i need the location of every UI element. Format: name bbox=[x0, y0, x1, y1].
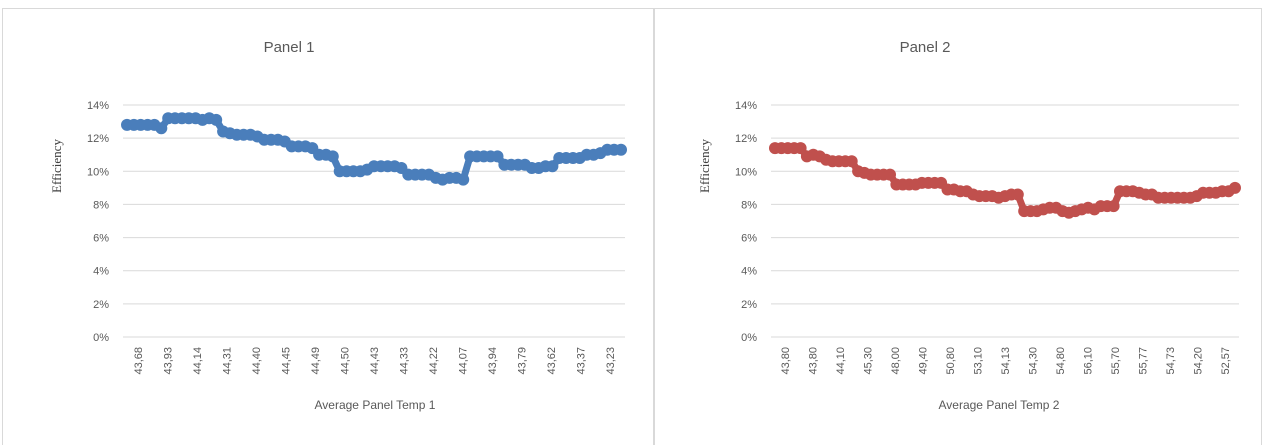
x-tick-label: 44,07 bbox=[458, 347, 470, 375]
chart-title: Panel 2 bbox=[900, 39, 951, 56]
y-tick-labels: 0% 2% 4% 6% 8% 10% 12% 14% bbox=[87, 100, 109, 344]
data-point bbox=[326, 150, 339, 163]
x-axis-label: Average Panel Temp 1 bbox=[315, 398, 436, 412]
x-tick-label: 43,79 bbox=[517, 347, 529, 375]
y-tick-label: 0% bbox=[741, 332, 757, 344]
x-tick-label: 53,10 bbox=[972, 347, 984, 375]
x-tick-label: 55,77 bbox=[1138, 347, 1150, 375]
y-tick-label: 2% bbox=[93, 299, 109, 311]
x-tick-label: 44,22 bbox=[428, 347, 440, 375]
x-tick-label: 44,49 bbox=[310, 347, 322, 375]
x-tick-label: 44,40 bbox=[251, 347, 263, 375]
x-tick-label: 49,40 bbox=[917, 347, 929, 375]
x-tick-label: 54,80 bbox=[1055, 347, 1067, 375]
x-tick-label: 43,80 bbox=[780, 347, 792, 375]
x-tick-label: 54,20 bbox=[1193, 347, 1205, 375]
y-tick-label: 10% bbox=[735, 166, 757, 178]
y-axis-label: Efficiency bbox=[49, 139, 64, 193]
y-axis-label: Efficiency bbox=[697, 139, 712, 193]
y-tick-label: 0% bbox=[93, 332, 109, 344]
data-point bbox=[1107, 200, 1120, 213]
gridlines bbox=[123, 104, 625, 338]
data-point bbox=[1229, 181, 1241, 194]
chart-panel-2: Panel 2 Efficiency Average Panel Temp 2 … bbox=[654, 8, 1262, 445]
y-tick-label: 6% bbox=[741, 233, 757, 245]
y-tick-label: 4% bbox=[93, 266, 109, 278]
data-point bbox=[794, 142, 807, 155]
y-tick-label: 12% bbox=[87, 133, 109, 145]
data-point bbox=[615, 143, 627, 156]
x-tick-label: 56,10 bbox=[1083, 347, 1095, 375]
chart-panel-1: Panel 1 Efficiency Average Panel Temp 1 … bbox=[2, 8, 654, 445]
x-tick-label: 43,62 bbox=[546, 347, 558, 375]
y-tick-label: 2% bbox=[741, 299, 757, 311]
data-point bbox=[155, 122, 168, 135]
data-point bbox=[845, 155, 858, 168]
x-tick-label: 44,45 bbox=[280, 347, 292, 375]
y-tick-label: 14% bbox=[87, 100, 109, 112]
y-tick-labels: 0% 2% 4% 6% 8% 10% 12% 14% bbox=[735, 100, 757, 344]
data-point bbox=[546, 160, 559, 173]
data-point bbox=[457, 173, 470, 186]
y-tick-label: 4% bbox=[741, 266, 757, 278]
x-tick-label: 44,31 bbox=[221, 347, 233, 375]
chart-svg-panel-1: Panel 1 Efficiency Average Panel Temp 1 … bbox=[49, 39, 627, 412]
x-tick-label: 44,33 bbox=[399, 347, 411, 375]
x-tick-labels: 43,68 43,93 44,14 44,31 44,40 44,45 44,49 44,50… bbox=[133, 347, 617, 375]
gridlines bbox=[771, 104, 1239, 338]
x-tick-label: 44,50 bbox=[339, 347, 351, 375]
x-tick-label: 55,70 bbox=[1110, 347, 1122, 375]
x-tick-label: 52,57 bbox=[1220, 347, 1232, 375]
data-point bbox=[210, 113, 223, 126]
x-tick-label: 48,00 bbox=[890, 347, 902, 375]
data-point bbox=[884, 168, 896, 181]
x-tick-label: 54,30 bbox=[1028, 347, 1040, 375]
x-tick-label: 54,73 bbox=[1165, 347, 1177, 375]
y-tick-label: 8% bbox=[93, 199, 109, 211]
chart-svg-panel-2: Panel 2 Efficiency Average Panel Temp 2 … bbox=[697, 39, 1241, 412]
x-tick-label: 43,80 bbox=[807, 347, 819, 375]
x-axis-label: Average Panel Temp 2 bbox=[939, 398, 1060, 412]
x-tick-label: 44,43 bbox=[369, 347, 381, 375]
y-tick-label: 6% bbox=[93, 233, 109, 245]
chart-title: Panel 1 bbox=[264, 39, 315, 56]
series-line bbox=[769, 142, 1241, 219]
y-tick-label: 10% bbox=[87, 166, 109, 178]
data-point bbox=[491, 150, 504, 163]
y-tick-label: 14% bbox=[735, 100, 757, 112]
x-tick-labels: 43,80 43,80 44,10 45,30 48,00 49,40 50,80 53,10… bbox=[780, 347, 1232, 375]
y-tick-label: 8% bbox=[741, 199, 757, 211]
x-tick-label: 43,94 bbox=[487, 347, 499, 375]
x-tick-label: 43,37 bbox=[576, 347, 588, 375]
x-tick-label: 44,14 bbox=[192, 347, 204, 375]
x-tick-label: 43,23 bbox=[605, 347, 617, 375]
x-tick-label: 43,68 bbox=[133, 347, 145, 375]
x-tick-label: 54,13 bbox=[1000, 347, 1012, 375]
x-tick-label: 50,80 bbox=[945, 347, 957, 375]
y-tick-label: 12% bbox=[735, 133, 757, 145]
x-tick-label: 43,93 bbox=[162, 347, 174, 375]
x-tick-label: 45,30 bbox=[862, 347, 874, 375]
x-tick-label: 44,10 bbox=[835, 347, 847, 375]
data-point bbox=[1011, 188, 1024, 201]
series-line bbox=[121, 112, 627, 186]
